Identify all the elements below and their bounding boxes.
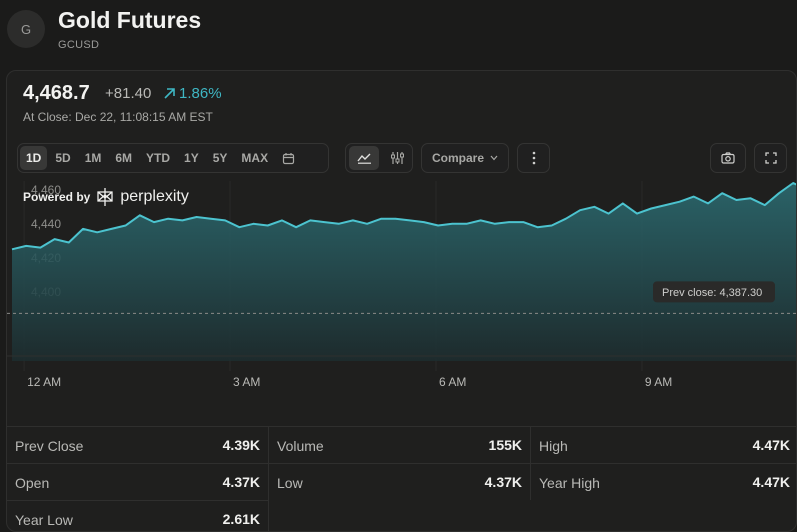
- stat-value: 4.47K: [752, 437, 790, 453]
- more-icon: [532, 151, 535, 165]
- stat-value: 2.61K: [222, 511, 260, 527]
- close-time: At Close: Dec 22, 11:08:15 AM EST: [23, 110, 213, 124]
- stat-label: Year High: [539, 475, 600, 491]
- range-max-button[interactable]: MAX: [241, 151, 269, 165]
- screenshot-button[interactable]: [710, 143, 746, 173]
- x-tick-label: 3 AM: [233, 375, 260, 389]
- arrow-up-right-icon: [164, 88, 175, 99]
- asset-logo: G: [7, 10, 45, 48]
- x-tick-label: 9 AM: [645, 375, 672, 389]
- percent-change-value: 1.86%: [179, 85, 222, 102]
- fullscreen-icon: [764, 152, 777, 164]
- camera-icon: [721, 152, 735, 164]
- stat-open: Open 4.37K: [7, 463, 269, 500]
- chevron-down-icon: [490, 155, 498, 161]
- percent-change: 1.86%: [163, 85, 222, 102]
- line-chart-icon[interactable]: [349, 146, 379, 170]
- stat-value: 4.47K: [752, 474, 790, 490]
- range-5d-button[interactable]: 5D: [55, 151, 71, 165]
- x-tick-label: 6 AM: [439, 375, 466, 389]
- stat-label: Open: [15, 475, 50, 491]
- stat-prev-close: Prev Close 4.39K: [7, 426, 269, 463]
- more-options-button[interactable]: [517, 143, 550, 173]
- x-tick-label: 12 AM: [27, 375, 61, 389]
- powered-by: Powered by perplexity: [23, 187, 189, 207]
- range-ytd-button[interactable]: YTD: [146, 151, 171, 165]
- stat-label: Year Low: [15, 512, 73, 528]
- stat-year-low: Year Low 2.61K: [7, 500, 269, 531]
- stat-low: Low 4.37K: [269, 463, 531, 500]
- current-price: 4,468.7: [23, 82, 90, 104]
- price-line: [11, 182, 796, 251]
- page-header: G Gold Futures GCUSD: [0, 0, 797, 70]
- ticker-symbol: GCUSD: [58, 39, 100, 51]
- stat-value: 4.37K: [222, 474, 260, 490]
- chart-type-selector: [345, 143, 413, 173]
- compare-label: Compare: [431, 151, 484, 165]
- range-6m-button[interactable]: 6M: [115, 151, 133, 165]
- prev-close-badge: [653, 281, 775, 303]
- range-1d-button[interactable]: 1D: [20, 146, 48, 170]
- range-5y-button[interactable]: 5Y: [212, 151, 228, 165]
- powered-by-label: Powered by: [23, 190, 91, 204]
- range-1y-button[interactable]: 1Y: [184, 151, 199, 165]
- perplexity-brand: perplexity: [120, 188, 189, 205]
- price-change: +81.40: [105, 85, 152, 102]
- y-tick-label: 4,440: [31, 217, 61, 231]
- stat-label: Low: [277, 475, 303, 491]
- range-1m-button[interactable]: 1M: [84, 151, 102, 165]
- stat-volume: Volume 155K: [269, 426, 531, 463]
- indicators-icon[interactable]: [385, 146, 409, 170]
- stat-label: Volume: [277, 438, 324, 454]
- calendar-icon[interactable]: [276, 146, 300, 170]
- prev-close-label: Prev close: 4,387.30: [662, 287, 762, 299]
- price-area: [12, 183, 796, 361]
- compare-dropdown[interactable]: Compare: [421, 143, 509, 173]
- fullscreen-button[interactable]: [754, 143, 787, 173]
- y-tick-label: 4,460: [31, 183, 61, 197]
- stat-label: High: [539, 438, 568, 454]
- stat-value: 4.39K: [222, 437, 260, 453]
- chart-panel: 4,468.7 +81.40 1.86% At Close: Dec 22, 1…: [6, 70, 797, 532]
- page-title: Gold Futures: [58, 7, 202, 33]
- stat-year-high: Year High 4.47K: [531, 463, 796, 500]
- stat-high: High 4.47K: [531, 426, 796, 463]
- stat-value: 4.37K: [484, 474, 522, 490]
- stat-value: 155K: [488, 437, 522, 453]
- range-selector: 1D 5D 1M 6M YTD 1Y 5Y MAX: [17, 143, 329, 173]
- perplexity-logo-icon: [97, 188, 114, 206]
- stat-label: Prev Close: [15, 438, 84, 454]
